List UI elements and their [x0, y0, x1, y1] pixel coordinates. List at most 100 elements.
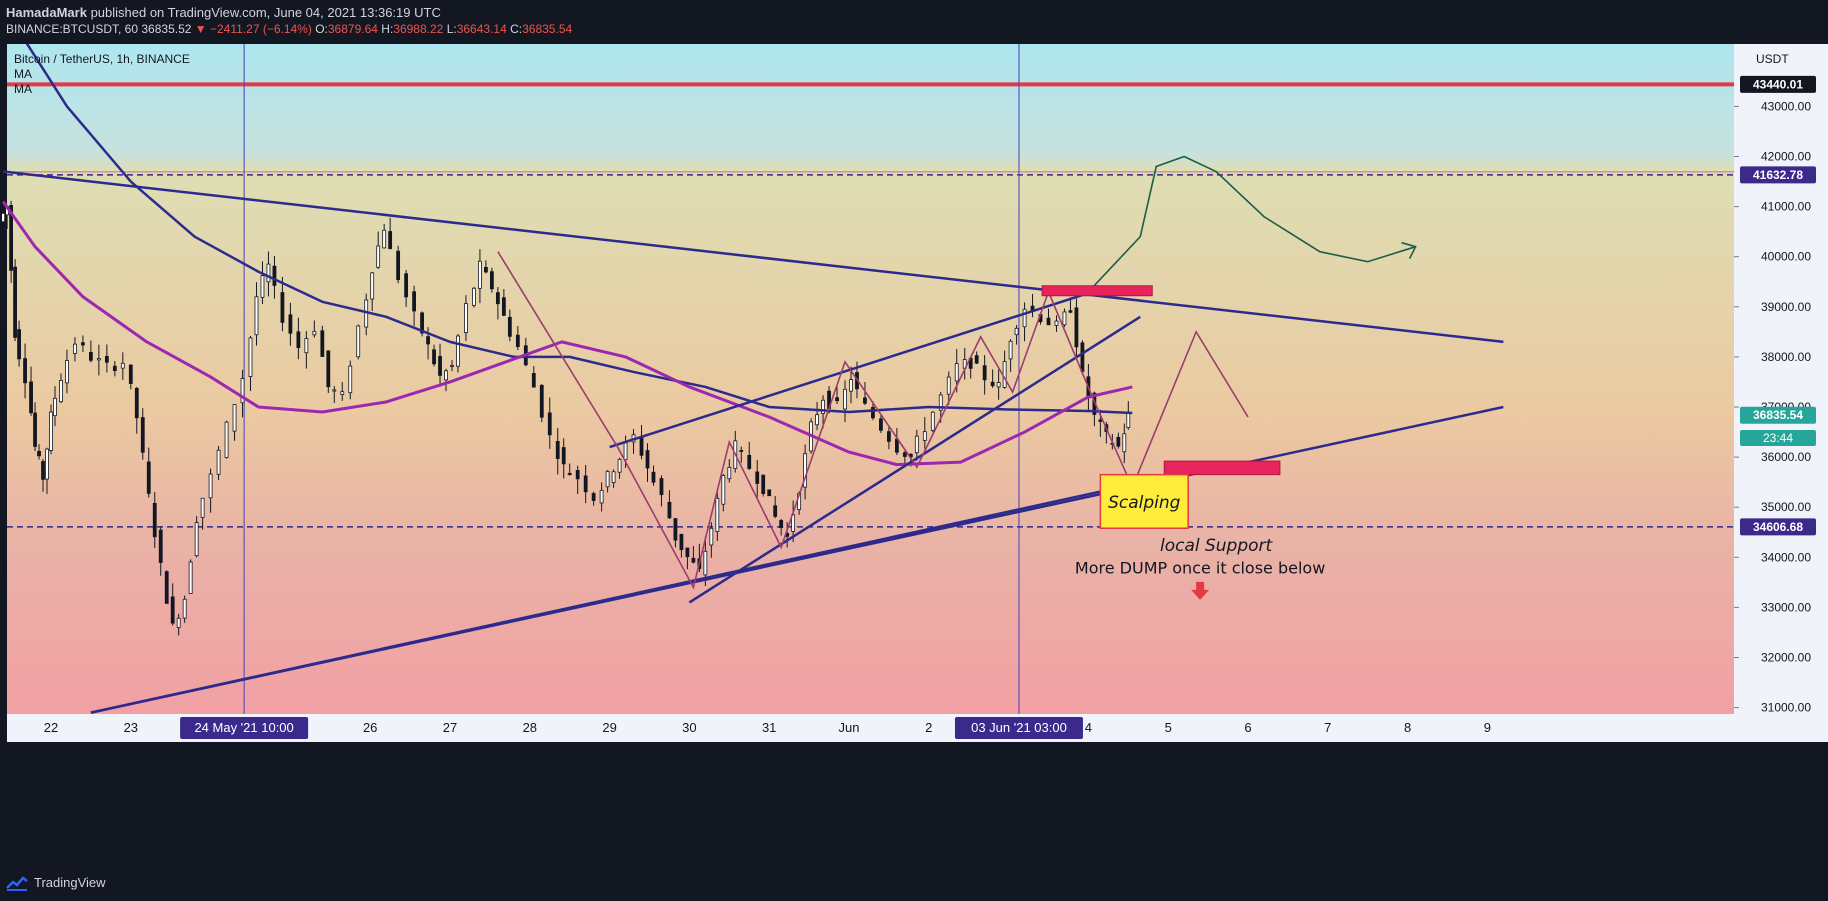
price-axis-background [1734, 44, 1828, 714]
low-value: 36643.14 [456, 22, 507, 36]
candle-body [1014, 327, 1019, 336]
legend-ma-2[interactable]: MA [14, 82, 32, 96]
price-axis[interactable]: 31000.00 32000.00 33000.00 34000.00 35000.00… [1734, 75, 1816, 715]
candle-body [1122, 433, 1127, 453]
candle-body [41, 461, 45, 480]
zone-upper-supply [1041, 285, 1153, 297]
candle-body [489, 271, 494, 290]
candle-body [982, 365, 987, 381]
candle-body [821, 399, 825, 414]
candle-body [747, 454, 752, 469]
candle-body [996, 382, 1001, 388]
candle-body [120, 362, 125, 369]
candle-body [815, 414, 819, 426]
high-value: 36988.22 [393, 22, 444, 36]
price-badge-teal-sub [1740, 430, 1816, 447]
candle-body [472, 287, 476, 306]
trendline-channel-upper [609, 288, 1101, 449]
time-tick-label: Jun [839, 720, 860, 735]
candle-body [312, 330, 317, 336]
wedge-path [497, 251, 1249, 590]
candle-body [432, 349, 436, 365]
candle-body [673, 518, 678, 541]
candle-body [1062, 311, 1067, 326]
candle-body [254, 296, 259, 336]
candle-body [332, 389, 337, 392]
ma-line-2 [1, 200, 1133, 467]
candle-body [591, 493, 596, 501]
candle-body [266, 263, 271, 283]
candle-body [128, 364, 133, 384]
candle-body [17, 329, 21, 360]
time-tick-label: 4 [1085, 720, 1092, 735]
tradingview-brand[interactable]: TradingView [34, 875, 106, 890]
ma-layer [1, 44, 1133, 467]
candle-body [404, 273, 409, 298]
candle-body [863, 397, 867, 404]
time-tick-label: 6 [1244, 720, 1251, 735]
candle-body [478, 260, 482, 289]
candle-body [164, 571, 169, 604]
candle-body [914, 435, 919, 454]
candle-body [240, 378, 245, 404]
legend-ma-1[interactable]: MA [14, 67, 32, 81]
time-tick-label: 31 [762, 720, 776, 735]
candle-body [280, 292, 285, 323]
scalping-box [1099, 473, 1189, 529]
candle-body [1074, 307, 1079, 348]
legend-title[interactable]: Bitcoin / TetherUS, 1h, BINANCE [14, 52, 190, 66]
publisher-name[interactable]: HamadaMark [6, 5, 87, 20]
candle-body [547, 412, 552, 436]
candle-body [531, 373, 536, 388]
candle-body [29, 381, 33, 414]
candle-body [216, 449, 221, 475]
high-label: H: [381, 22, 394, 36]
candle-body [89, 352, 93, 361]
candle-body [691, 557, 696, 563]
candle-body [326, 350, 331, 388]
footer-bar: TradingView [0, 866, 1828, 901]
time-badge [180, 717, 309, 739]
candle-body [396, 250, 401, 281]
candle-body [938, 394, 943, 411]
candle-body [1046, 317, 1051, 326]
price-tick-label: 34000.00 [1761, 550, 1811, 564]
candle-body [645, 450, 650, 469]
axis-corner [1734, 714, 1828, 742]
candle-body [767, 489, 772, 497]
candle-body [176, 617, 181, 628]
candle-body [248, 337, 253, 377]
candle-body [96, 358, 101, 361]
candle-body [803, 453, 808, 488]
price-tick-label: 40000.00 [1761, 250, 1811, 264]
time-tick-label: 27 [443, 720, 457, 735]
tradingview-logo-icon[interactable] [6, 875, 28, 891]
zone-lower-supply [1163, 460, 1281, 476]
close-label: C: [510, 22, 523, 36]
candle-body [739, 450, 744, 452]
candle-body [575, 470, 580, 480]
candle-body [450, 365, 454, 367]
candle-body [382, 229, 387, 249]
candle-body [922, 431, 927, 441]
price-tick-label: 42000.00 [1761, 150, 1811, 164]
price-tick-label: 41000.00 [1761, 200, 1811, 214]
currency-label[interactable]: USDT [1756, 52, 1789, 66]
candle-body [755, 471, 760, 484]
price-chart[interactable]: Scalping local Support More DUMP once it c… [0, 44, 1828, 866]
open-label: O: [315, 22, 328, 36]
time-tick-label: 29 [602, 720, 616, 735]
time-tick-label: 23 [124, 720, 138, 735]
candle-body [370, 272, 375, 300]
price-badge-label: 36835.54 [1753, 408, 1803, 422]
candle-body [288, 314, 293, 334]
candle-body [152, 502, 157, 538]
dump-note-label: More DUMP once it close below [1075, 558, 1325, 577]
candle-body [894, 438, 899, 453]
candle-body [208, 473, 213, 499]
time-axis[interactable]: 22 23 24 May '21 10:00 26 27 28 29 30 31 Jun 2 03 J… [44, 717, 1491, 739]
candle-body [1116, 436, 1121, 447]
candle-body [170, 596, 175, 624]
candle-body [1068, 310, 1073, 313]
candle-body [340, 391, 345, 395]
